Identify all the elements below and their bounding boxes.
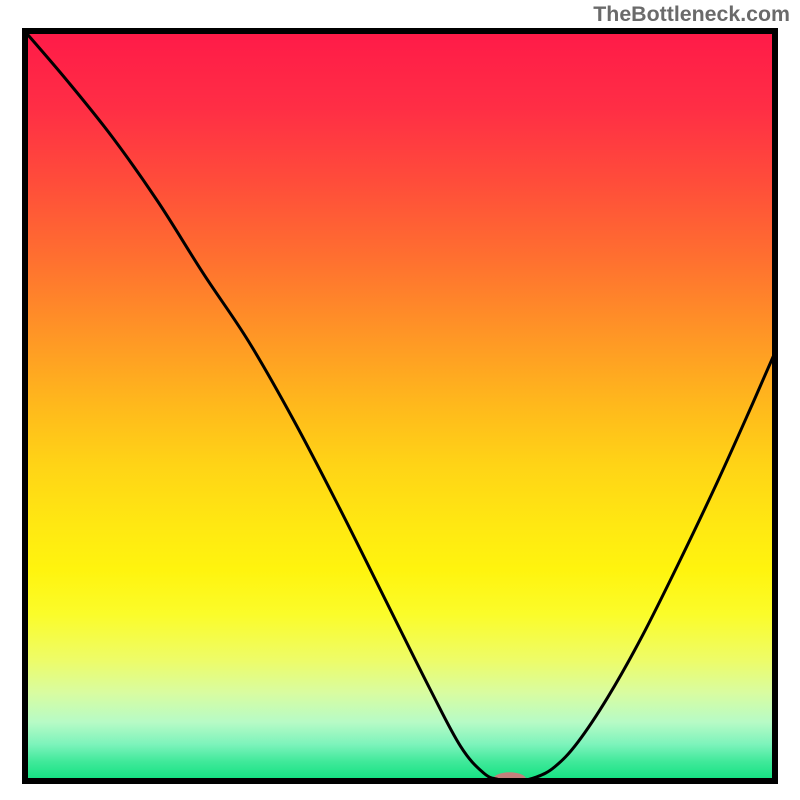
chart-container — [22, 28, 778, 784]
screenshot-root: TheBottleneck.com — [0, 0, 800, 800]
bottleneck-chart — [22, 28, 778, 784]
chart-gradient-background — [28, 34, 772, 778]
watermark-text: TheBottleneck.com — [593, 2, 790, 27]
